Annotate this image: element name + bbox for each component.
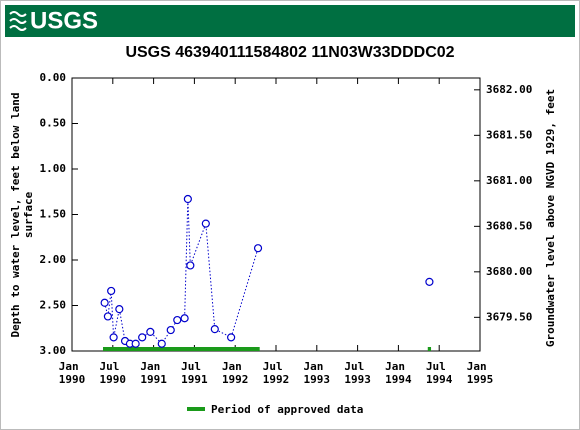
data-point bbox=[173, 315, 182, 325]
header-bar bbox=[5, 5, 575, 37]
x-tick-label: Jul 1992 bbox=[263, 360, 290, 386]
data-point bbox=[227, 333, 236, 342]
data-point bbox=[103, 312, 113, 321]
data-point bbox=[183, 194, 192, 204]
approved-period bbox=[427, 347, 432, 351]
x-tick-label: Jan 1992 bbox=[222, 360, 249, 386]
x-tick-label: Jan 1991 bbox=[140, 360, 167, 386]
x-tick-label: Jul 1990 bbox=[100, 360, 127, 386]
x-tick-label: Jan 1995 bbox=[467, 360, 494, 386]
data-point bbox=[425, 277, 434, 286]
y2-tick-label: 3680.00 bbox=[486, 265, 532, 278]
logo-waves bbox=[9, 11, 27, 31]
data-point bbox=[201, 219, 210, 228]
x-tick-label: Jul 1991 bbox=[181, 360, 208, 386]
y2-tick-label: 3680.50 bbox=[486, 219, 532, 232]
data-point bbox=[138, 333, 147, 342]
x-tick-label: Jan 1993 bbox=[304, 360, 331, 386]
logo: USGS bbox=[30, 7, 98, 34]
y-axis-label: Depth to water level, feet below land bbox=[9, 92, 22, 337]
y2-tick-label: 3681.00 bbox=[486, 174, 532, 187]
y-tick-label: 0.00 bbox=[40, 71, 67, 84]
y-axis-label: surface bbox=[22, 191, 35, 238]
approved-period bbox=[103, 347, 260, 351]
y-tick-label: 1.50 bbox=[40, 208, 67, 221]
y-tick-label: 2.50 bbox=[40, 299, 67, 312]
y-tick-label: 1.00 bbox=[40, 162, 67, 175]
y2-tick-label: 3682.00 bbox=[486, 83, 532, 96]
y-tick-label: 3.00 bbox=[40, 344, 67, 357]
data-line bbox=[104, 199, 259, 345]
y2-axis-label: Groundwater level above NGVD 1929, feet bbox=[544, 89, 557, 347]
legend-label: Period of approved data bbox=[211, 403, 363, 416]
x-tick-label: Jan 1990 bbox=[59, 360, 86, 386]
y-tick-label: 2.00 bbox=[40, 253, 67, 266]
data-point bbox=[107, 286, 116, 296]
y2-tick-label: 3681.50 bbox=[486, 128, 532, 141]
data-point bbox=[146, 327, 155, 336]
x-tick-label: Jul 1993 bbox=[344, 360, 371, 386]
y2-tick-label: 3679.50 bbox=[486, 310, 532, 323]
data-point bbox=[253, 244, 263, 253]
data-point bbox=[186, 261, 195, 270]
data-point bbox=[210, 325, 219, 334]
data-point bbox=[115, 305, 124, 314]
data-point bbox=[109, 333, 118, 342]
data-point bbox=[100, 298, 109, 307]
data-point bbox=[166, 325, 175, 335]
data-point bbox=[131, 339, 140, 348]
x-tick-label: Jan 1994 bbox=[385, 360, 412, 386]
data-point bbox=[157, 339, 166, 348]
x-tick-label: Jul 1994 bbox=[426, 360, 453, 386]
y-tick-label: 0.50 bbox=[40, 117, 67, 130]
data-point bbox=[180, 314, 189, 323]
chart-title: USGS 463940111584802 11N03W33DDDC02 bbox=[125, 44, 454, 61]
